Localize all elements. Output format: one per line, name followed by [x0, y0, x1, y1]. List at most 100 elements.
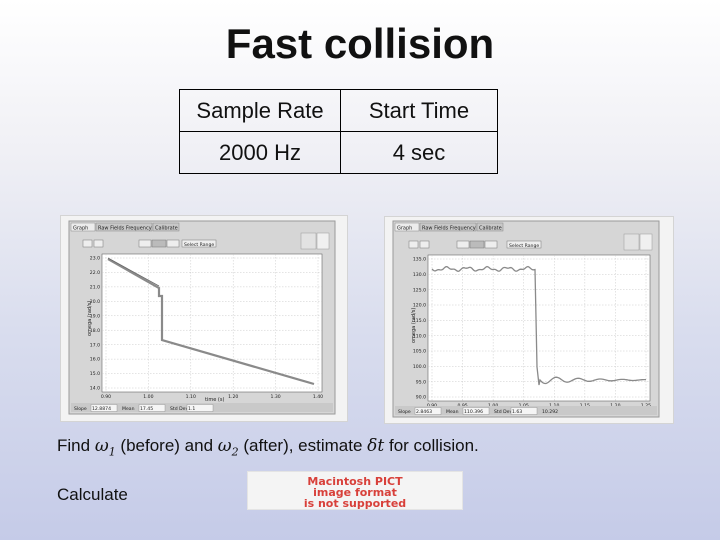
stat-value-box: [462, 407, 490, 415]
stat-value-box: [186, 404, 214, 412]
caption-rest: for collision.: [388, 436, 479, 455]
y-tick-label: 95.0: [416, 379, 426, 385]
zoom-button[interactable]: [469, 240, 485, 249]
omega-2-symbol: ω2: [217, 436, 239, 459]
y-tick-label: 105.0: [413, 349, 426, 355]
pict-notice-line-1: Macintosh PICT: [307, 475, 403, 488]
y-axis-label: omega (rad/s): [411, 308, 417, 343]
stat-value: 110.396: [464, 409, 483, 415]
prev-button[interactable]: [456, 240, 470, 249]
stat-label: Std Dev: [170, 406, 188, 412]
right-graph-screenshot: Graph Raw Fields Frequency Calibrate Sel…: [384, 216, 674, 424]
zoom-icon[interactable]: [82, 239, 93, 248]
calculate-label: Calculate: [57, 485, 128, 504]
caption-before: (before) and: [120, 436, 214, 455]
stat-label: Std Dev: [494, 409, 512, 415]
stat-label: Mean: [122, 406, 135, 412]
tab-graph-label: Graph: [397, 226, 412, 232]
y-tick-label: 22.0: [90, 270, 100, 276]
tab-graph-label: Graph: [73, 226, 88, 232]
pict-notice-graphic: Macintosh PICT image format is not suppo…: [304, 475, 406, 509]
plot-grid: [102, 254, 322, 392]
x-tick-label: 1.20: [228, 394, 238, 400]
table-row: 2000 Hz 4 sec: [179, 131, 498, 174]
y-tick-label: 115.0: [413, 318, 426, 324]
x-axis-label: time (s): [205, 397, 224, 403]
parameters-table: Sample Rate Start Time 2000 Hz 4 sec: [179, 89, 498, 174]
y-tick-label: 19.0: [90, 313, 100, 319]
sample-rate-value: 2000 Hz: [179, 131, 341, 174]
y-tick-label: 110.0: [413, 333, 426, 339]
y-tick-label: 120.0: [413, 303, 426, 309]
stat-value: 17.45: [140, 406, 153, 412]
stats-readout: Slope 2.8463 Mean 110.396 Std Dev 1.63 10.292: [398, 407, 558, 415]
x-tick-label: 1.10: [186, 394, 196, 400]
stat-value-box: [138, 404, 166, 412]
next-button[interactable]: [484, 240, 498, 249]
y-tick-label: 16.0: [90, 357, 100, 363]
y-tick-label: 23.0: [90, 256, 100, 262]
y-tick-label: 18.0: [90, 328, 100, 334]
zoom-button[interactable]: [151, 239, 167, 248]
y-tick-labels: 23.0 22.0 21.0 20.0 19.0 18.0 17.0 16.0 15.0 14.0: [90, 256, 100, 392]
y-tick-labels: 135.0 130.0 125.0 120.0 115.0 110.0 105.0 100.0…: [413, 257, 426, 401]
zoom-icon[interactable]: [408, 240, 419, 249]
pict-notice-line-3: is not supported: [304, 497, 406, 509]
plot-legend: [623, 233, 640, 251]
omega-trace-edge: [107, 257, 160, 287]
plot-legend: [300, 232, 317, 250]
tab-raw-fields[interactable]: [95, 222, 153, 232]
delta-t-symbol: δt: [367, 436, 385, 456]
select-range-button[interactable]: [506, 240, 542, 249]
legend-scroll-icon[interactable]: [316, 232, 330, 250]
stat-value: 1.63: [512, 409, 522, 415]
stat-value-box: [414, 407, 442, 415]
select-range-button[interactable]: [181, 239, 217, 248]
x-tick-label: 0.90: [101, 394, 111, 400]
legend-scroll-icon[interactable]: [639, 233, 653, 251]
y-tick-label: 15.0: [90, 371, 100, 377]
start-time-value: 4 sec: [340, 131, 498, 174]
x-tick-label: 1.30: [270, 394, 280, 400]
y-tick-label: 21.0: [90, 284, 100, 290]
stat-label: 10.292: [542, 409, 558, 415]
stat-value-box: [510, 407, 538, 415]
x-tick-label: 1.00: [143, 394, 153, 400]
next-button[interactable]: [166, 239, 180, 248]
y-tick-label: 130.0: [413, 272, 426, 278]
select-range-label: Select Range: [509, 243, 539, 249]
tab-raw-fields-label: Raw Fields Frequency: [422, 226, 476, 232]
hand-icon[interactable]: [419, 240, 430, 249]
tab-graph[interactable]: [394, 222, 420, 232]
stat-value: 2.8463: [416, 409, 432, 415]
tab-raw-fields[interactable]: [419, 222, 477, 232]
stats-readout: Slope 12.8874 Mean 17.45 Std Dev 1.1: [74, 404, 214, 412]
tab-graph[interactable]: [70, 222, 96, 232]
tab-raw-fields-label: Raw Fields Frequency: [98, 226, 152, 232]
select-range-label: Select Range: [184, 242, 214, 248]
omega-trace-line: [431, 265, 647, 386]
y-tick-label: 125.0: [413, 287, 426, 293]
tab-calibrate-label: Calibrate: [479, 226, 502, 232]
tab-calibrate[interactable]: [476, 222, 504, 232]
y-tick-label: 90.0: [416, 395, 426, 401]
y-tick-label: 100.0: [413, 364, 426, 370]
y-tick-label: 135.0: [413, 257, 426, 263]
omega-trace-line: [107, 258, 315, 386]
table-header-sample-rate: Sample Rate: [179, 89, 341, 132]
prev-button[interactable]: [138, 239, 152, 248]
instruction-caption: Find ω1 (before) and ω2 (after), estimat…: [57, 436, 479, 458]
pict-notice-line-2: image format: [313, 486, 397, 499]
caption-after: (after), estimate: [243, 436, 363, 455]
stat-label: Mean: [446, 409, 459, 415]
page-title: Fast collision: [225, 20, 495, 67]
stat-value-box: [90, 404, 118, 412]
y-tick-label: 17.0: [90, 342, 100, 348]
stat-label: Slope: [74, 406, 87, 412]
x-tick-labels: 0.90 1.00 1.10 1.20 1.30 1.40: [101, 394, 323, 400]
unsupported-image-placeholder: Macintosh PICT image format is not suppo…: [247, 471, 463, 510]
right-graph-window: Graph Raw Fields Frequency Calibrate Sel…: [392, 220, 660, 418]
caption-find: Find: [57, 436, 91, 455]
tab-calibrate[interactable]: [152, 222, 180, 232]
hand-icon[interactable]: [93, 239, 104, 248]
